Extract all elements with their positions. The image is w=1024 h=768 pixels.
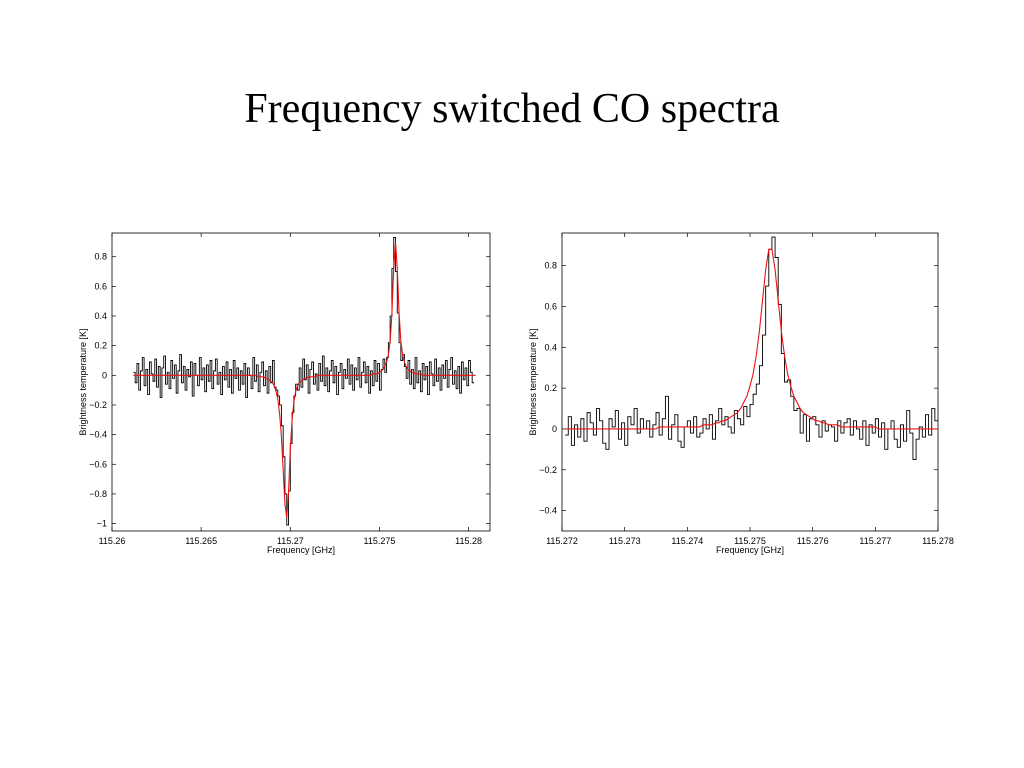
right-x-axis-label: Frequency [GHz] (716, 545, 784, 555)
right-x-tick-label: 115.278 (922, 536, 954, 546)
right-x-tick-label: 115.275 (734, 536, 766, 546)
left-plot-frame (111, 232, 491, 532)
right-fit-line (565, 248, 938, 430)
right-y-axis-label: Brightness temperature [K] (528, 328, 538, 435)
left-y-tick-label: 0.6 (94, 281, 107, 291)
right-x-tick-label: 115.276 (797, 536, 829, 546)
right-y-tick-label: 0.2 (544, 383, 557, 393)
left-y-tick-label: 0 (102, 370, 107, 380)
right-y-tick-label: 0 (552, 424, 557, 434)
left-measured-spectrum-line (133, 237, 474, 526)
left-x-tick-label: 115.27 (277, 536, 304, 546)
right-x-tick-label: 115.273 (609, 536, 641, 546)
right-y-tick-label: 0.8 (544, 261, 557, 271)
left-y-tick-label: −0.6 (89, 459, 107, 469)
left-y-axis-label: Brightness temperature [K] (78, 328, 88, 435)
left-x-axis-label: Frequency [GHz] (267, 545, 335, 555)
right-x-tick-label: 115.277 (859, 536, 891, 546)
left-y-tick-label: 0.8 (94, 252, 107, 262)
right-y-tick-label: −0.4 (539, 506, 557, 516)
slide-title: Frequency switched CO spectra (244, 86, 780, 132)
right-x-tick-label: 115.274 (671, 536, 703, 546)
right-y-tick-label: 0.4 (544, 342, 557, 352)
left-x-tick-label: 115.265 (185, 536, 217, 546)
left-y-tick-label: −1 (97, 519, 107, 529)
left-y-tick-label: −0.4 (89, 430, 107, 440)
left-y-tick-label: 0.2 (94, 341, 107, 351)
right-measured-spectrum-line (565, 236, 938, 461)
left-y-tick-label: 0.4 (94, 311, 107, 321)
left-y-tick-label: −0.2 (89, 400, 107, 410)
left-x-tick-label: 115.26 (99, 536, 126, 546)
right-y-tick-label: −0.2 (539, 465, 557, 475)
right-y-tick-label: 0.6 (544, 301, 557, 311)
left-fit-line (133, 241, 476, 518)
right-x-tick-label: 115.272 (546, 536, 578, 546)
left-y-tick-label: −0.8 (89, 489, 107, 499)
left-x-tick-label: 115.28 (455, 536, 482, 546)
right-plot-frame (561, 232, 939, 532)
left-x-tick-label: 115.275 (364, 536, 396, 546)
